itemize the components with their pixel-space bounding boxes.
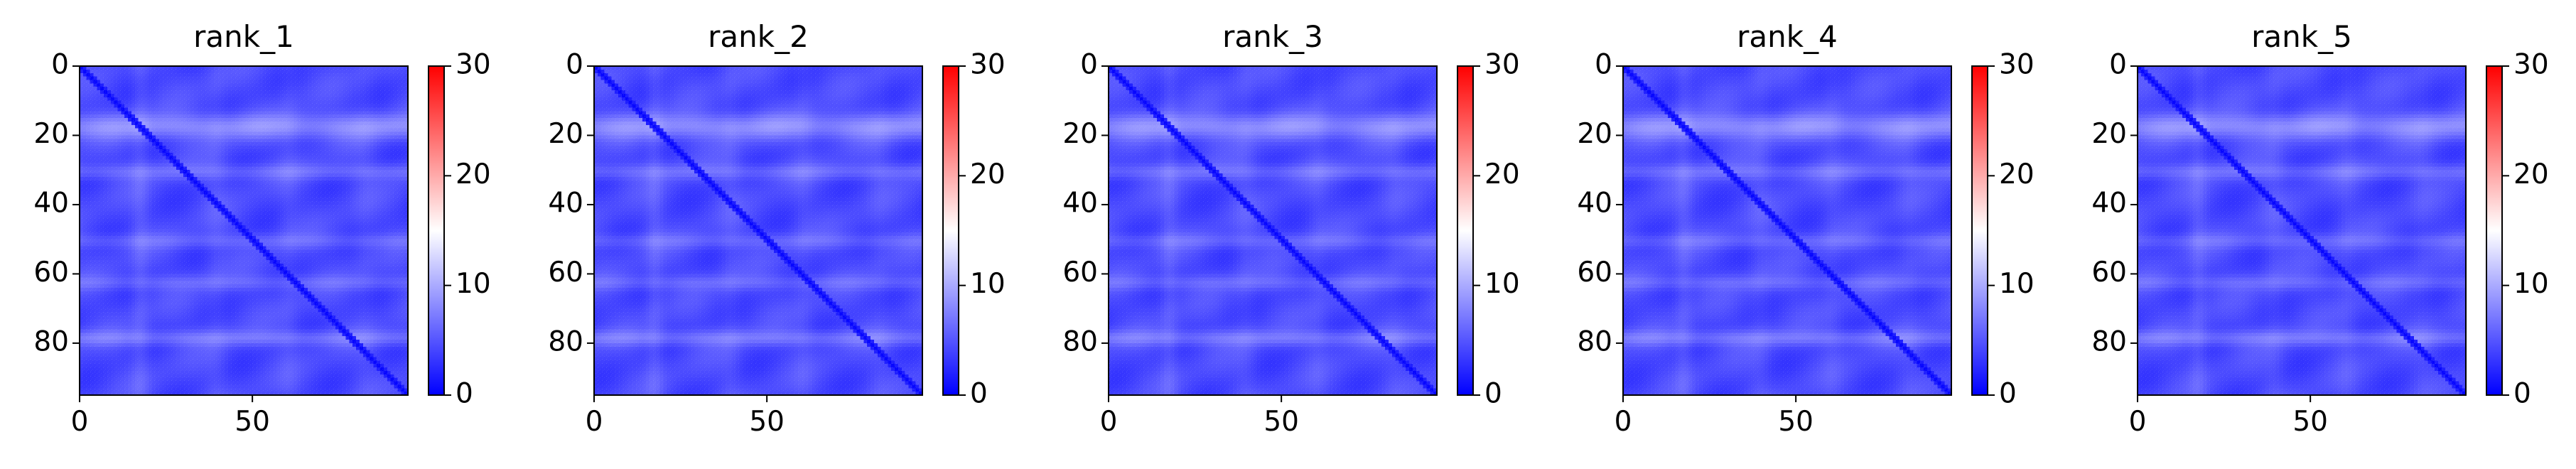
subplot-title: rank_1 <box>193 19 294 54</box>
